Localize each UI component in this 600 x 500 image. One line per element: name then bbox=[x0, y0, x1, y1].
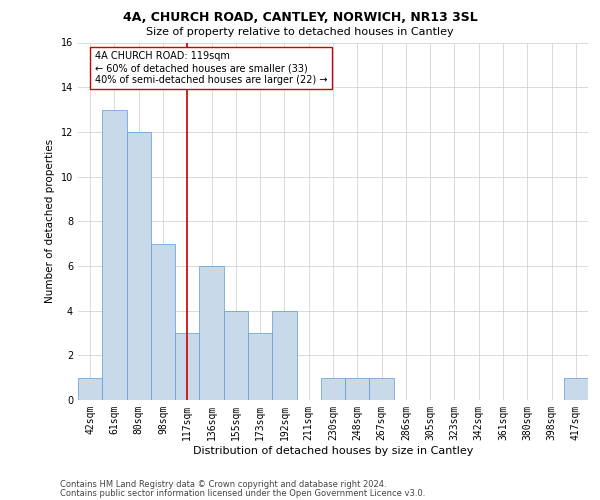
Y-axis label: Number of detached properties: Number of detached properties bbox=[45, 139, 55, 304]
Bar bbox=[321, 378, 345, 400]
Bar bbox=[564, 378, 588, 400]
Text: Contains public sector information licensed under the Open Government Licence v3: Contains public sector information licen… bbox=[60, 488, 425, 498]
Text: 4A CHURCH ROAD: 119sqm
← 60% of detached houses are smaller (33)
40% of semi-det: 4A CHURCH ROAD: 119sqm ← 60% of detached… bbox=[95, 52, 328, 84]
Bar bbox=[199, 266, 224, 400]
Bar bbox=[370, 378, 394, 400]
Bar bbox=[345, 378, 370, 400]
Bar bbox=[175, 333, 199, 400]
X-axis label: Distribution of detached houses by size in Cantley: Distribution of detached houses by size … bbox=[193, 446, 473, 456]
Bar bbox=[224, 310, 248, 400]
Bar bbox=[102, 110, 127, 400]
Bar bbox=[272, 310, 296, 400]
Text: Size of property relative to detached houses in Cantley: Size of property relative to detached ho… bbox=[146, 27, 454, 37]
Text: Contains HM Land Registry data © Crown copyright and database right 2024.: Contains HM Land Registry data © Crown c… bbox=[60, 480, 386, 489]
Bar bbox=[78, 378, 102, 400]
Bar bbox=[248, 333, 272, 400]
Bar bbox=[127, 132, 151, 400]
Text: 4A, CHURCH ROAD, CANTLEY, NORWICH, NR13 3SL: 4A, CHURCH ROAD, CANTLEY, NORWICH, NR13 … bbox=[122, 11, 478, 24]
Bar bbox=[151, 244, 175, 400]
